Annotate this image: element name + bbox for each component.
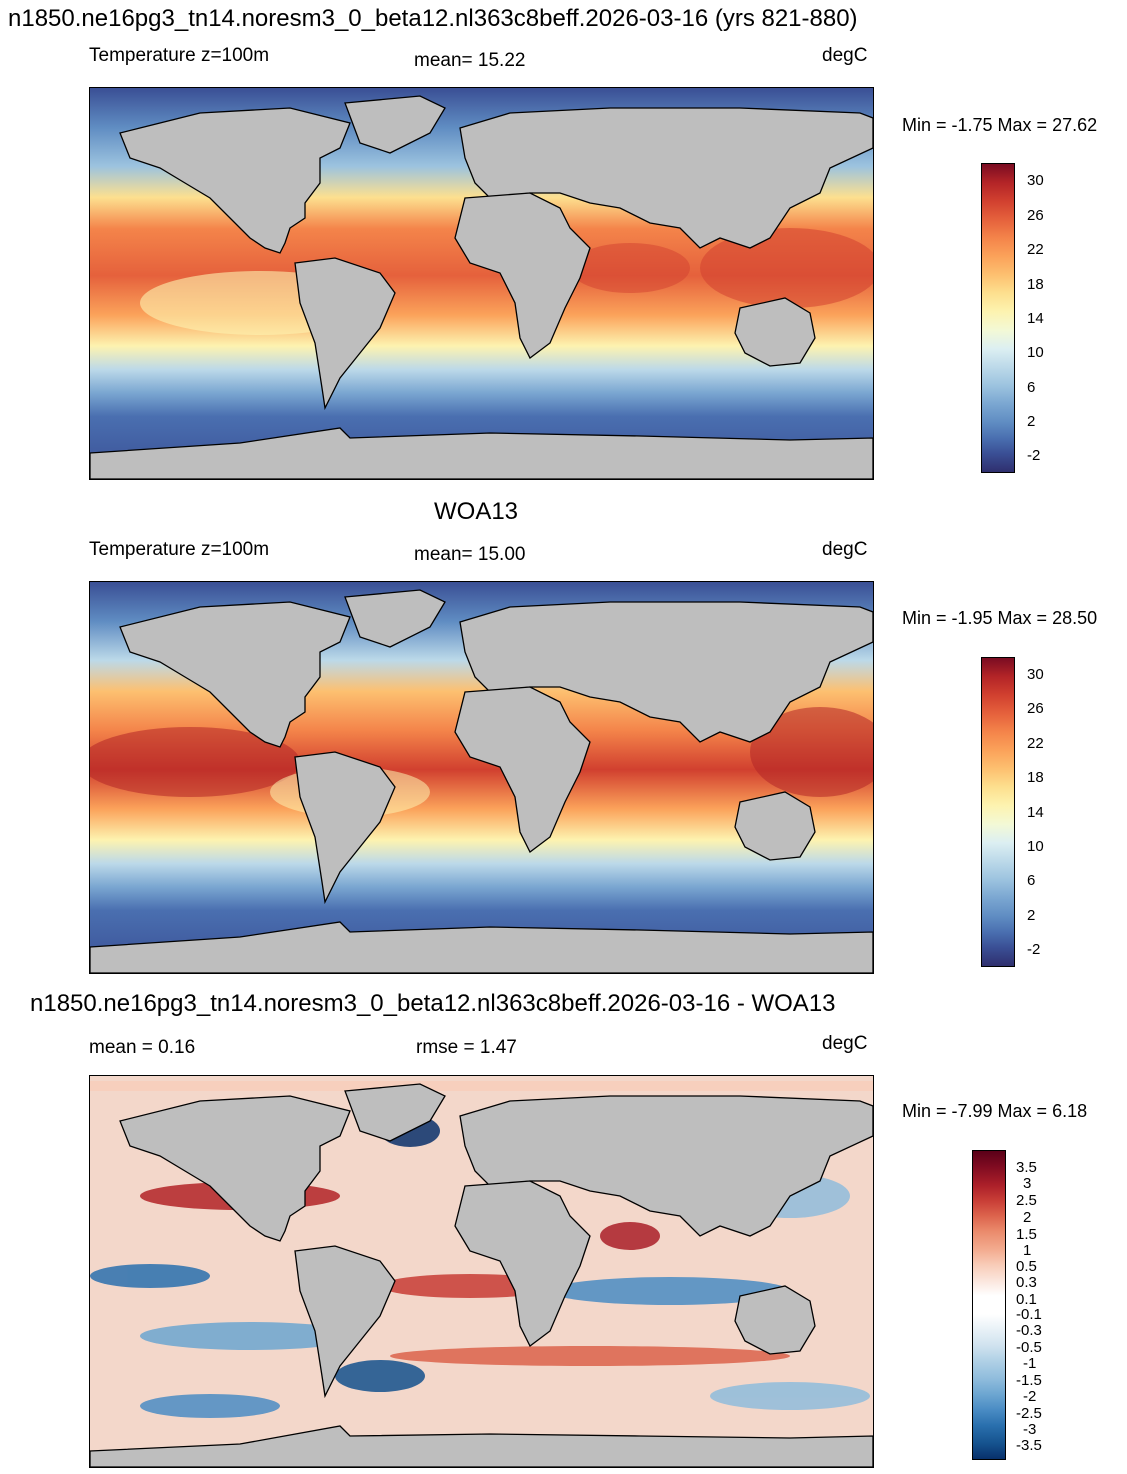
panel1-colorbar-gradient: [982, 164, 1014, 472]
panel3-cbar-tick: -2.5: [1016, 1405, 1042, 1422]
panel2-cbar-tick: -2: [1027, 941, 1041, 958]
panel1-cbar-tick: -2: [1027, 447, 1041, 464]
panel3-cbar-tick: -1: [1023, 1355, 1037, 1372]
panel3-cbar-tick: 0.1: [1016, 1291, 1037, 1308]
panel2-greenland: [344, 589, 446, 648]
panel1-australia: [734, 297, 816, 367]
panel3-north-america: [119, 1095, 351, 1242]
panel3-colorbar-gradient: [973, 1151, 1005, 1459]
panel3-units: degC: [822, 1033, 868, 1054]
panel2-minmax: Min = -1.95 Max = 28.50: [902, 608, 1098, 628]
panel3-south-america: [294, 1245, 396, 1399]
panel2-units: degC: [822, 539, 868, 560]
panel3-australia: [734, 1285, 816, 1355]
panel1-cbar-tick: 14: [1027, 310, 1044, 327]
panel3-title: n1850.ne16pg3_tn14.noresm3_0_beta12.nl36…: [30, 990, 836, 1017]
panel1-variable-label: Temperature z=100m: [89, 45, 270, 66]
panel3-africa: [454, 1180, 591, 1347]
panel3-cbar-tick: -3.5: [1016, 1437, 1042, 1454]
panel2-cbar-tick: 30: [1027, 666, 1044, 683]
panel3-cbar-tick: 3.5: [1016, 1159, 1037, 1176]
panel3-map: [89, 1075, 874, 1468]
panel1-map: [89, 87, 874, 480]
panel3-mean: mean = 0.16: [89, 1037, 196, 1058]
panel3-cbar-tick: 1.5: [1016, 1226, 1037, 1243]
panel2-map: [89, 581, 874, 974]
panel3-cbar-tick: 2.5: [1016, 1192, 1037, 1209]
panel3-cbar-tick: -0.3: [1016, 1322, 1042, 1339]
panel2-africa: [454, 686, 591, 853]
panel2-cbar-tick: 10: [1027, 838, 1044, 855]
panel2-australia: [734, 791, 816, 861]
panel2-cbar-tick: 22: [1027, 735, 1044, 752]
panel2-south-america: [294, 751, 396, 905]
panel1-mean: mean= 15.22: [414, 50, 526, 71]
panel1-cbar-tick: 10: [1027, 344, 1044, 361]
panel2-cbar-tick: 2: [1027, 907, 1036, 924]
panel1-antarctica: [90, 427, 873, 479]
panel2-mean: mean= 15.00: [414, 544, 526, 565]
panel2-colorbar-gradient: [982, 658, 1014, 966]
panel1-minmax: Min = -1.75 Max = 27.62: [902, 115, 1098, 135]
panel1-north-america: [119, 107, 351, 254]
panel2-cbar-tick: 18: [1027, 769, 1044, 786]
panel3-cbar-tick: -0.5: [1016, 1339, 1042, 1356]
panel3-cbar-tick: -1.5: [1016, 1372, 1042, 1389]
panel1-colorbar: [981, 163, 1015, 473]
panel2-cbar-tick: 14: [1027, 804, 1044, 821]
panel3-cbar-tick: 0.5: [1016, 1258, 1037, 1275]
panel1-cbar-tick: 30: [1027, 172, 1044, 189]
panel3-cbar-tick: -2: [1023, 1388, 1037, 1405]
panel3-cbar-tick: 0.3: [1016, 1274, 1037, 1291]
panel1-cbar-tick: 6: [1027, 379, 1036, 396]
panel3-cbar-tick: 2: [1023, 1209, 1032, 1226]
panel1-cbar-tick: 26: [1027, 207, 1044, 224]
panel1-units: degC: [822, 45, 868, 66]
panel1-south-america: [294, 257, 396, 411]
panel1-greenland: [344, 95, 446, 154]
panel1-title: n1850.ne16pg3_tn14.noresm3_0_beta12.nl36…: [8, 5, 858, 32]
panel2-cbar-tick: 6: [1027, 872, 1036, 889]
panel1-africa: [454, 192, 591, 359]
panel2-antarctica: [90, 921, 873, 973]
panel2-title: WOA13: [434, 498, 519, 525]
panel3-colorbar: [972, 1150, 1006, 1460]
panel1-map-svg: [90, 88, 873, 479]
panel3-cbar-tick: -0.1: [1016, 1306, 1042, 1323]
panel3-cbar-tick: -3: [1023, 1421, 1037, 1438]
panel3-cbar-tick: 1: [1023, 1242, 1032, 1259]
panel3-greenland: [344, 1083, 446, 1142]
panel2-cbar-tick: 26: [1027, 700, 1044, 717]
panel3-antarctica: [90, 1425, 873, 1467]
panel2-north-america: [119, 601, 351, 748]
panel3-map-svg: [90, 1076, 873, 1467]
panel1-cbar-tick: 2: [1027, 413, 1036, 430]
panel2-variable-label: Temperature z=100m: [89, 539, 270, 560]
panel3-rmse: rmse = 1.47: [416, 1037, 517, 1058]
panel3-cbar-tick: 3: [1023, 1175, 1032, 1192]
panel2-colorbar: [981, 657, 1015, 967]
panel1-cbar-tick: 22: [1027, 241, 1044, 258]
panel1-cbar-tick: 18: [1027, 276, 1044, 293]
panel2-map-svg: [90, 582, 873, 973]
panel3-minmax: Min = -7.99 Max = 6.18: [902, 1101, 1088, 1121]
